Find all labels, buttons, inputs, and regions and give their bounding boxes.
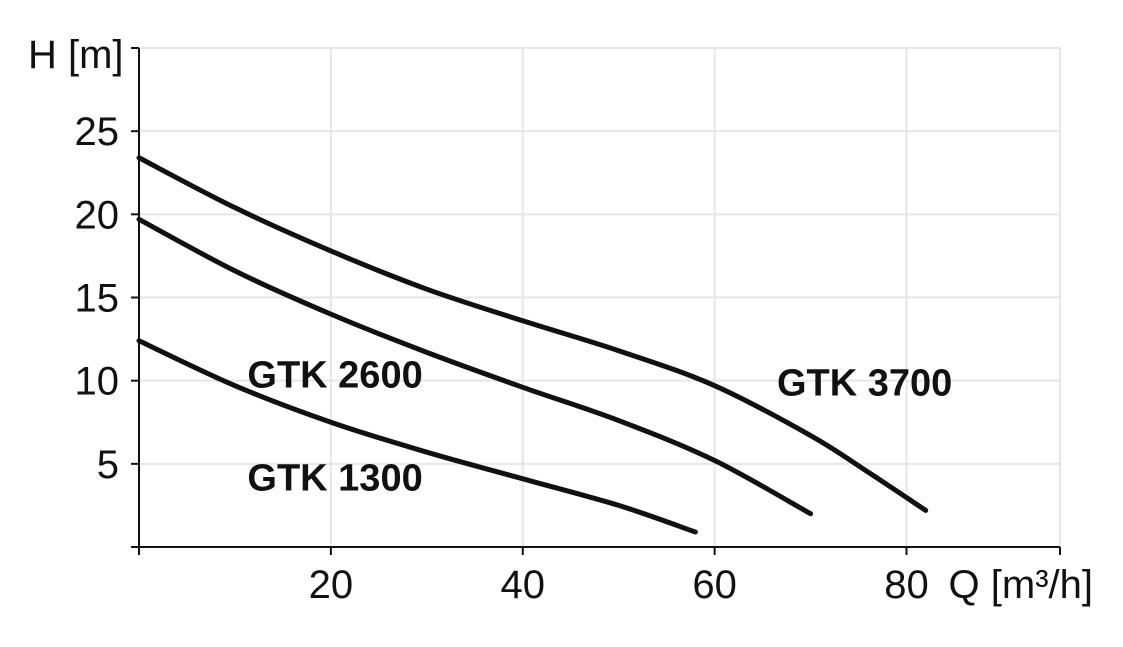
x-tick-label-60: 60 [692,563,737,607]
x-tick-label-20: 20 [309,563,354,607]
y-tick-label-10: 10 [75,360,120,404]
x-tick-label-80: 80 [884,563,929,607]
series-line-gtk-2600 [136,216,814,517]
x-axis-title: Q [m³/h] [949,563,1093,607]
series-curves [136,155,929,535]
axes [131,47,1061,555]
y-tick-label-25: 25 [75,110,120,154]
labels: 5 10 15 20 25 20 40 60 80 H [m] Q [m³/h] GTK 1300 GT… [28,33,1093,607]
x-tick-label-40: 40 [501,563,546,607]
series-label-gtk-2600: GTK 2600 [247,354,422,396]
series-label-gtk-3700: GTK 3700 [777,363,952,405]
series-line-gtk-3700 [136,155,929,513]
grid [139,47,1061,547]
y-axis-title: H [m] [28,33,124,77]
series-line-gtk-1300 [136,338,698,535]
y-tick-label-20: 20 [75,193,120,237]
series-label-gtk-1300: GTK 1300 [247,457,422,499]
y-tick-label-15: 15 [75,277,120,321]
y-tick-label-5: 5 [97,443,119,487]
